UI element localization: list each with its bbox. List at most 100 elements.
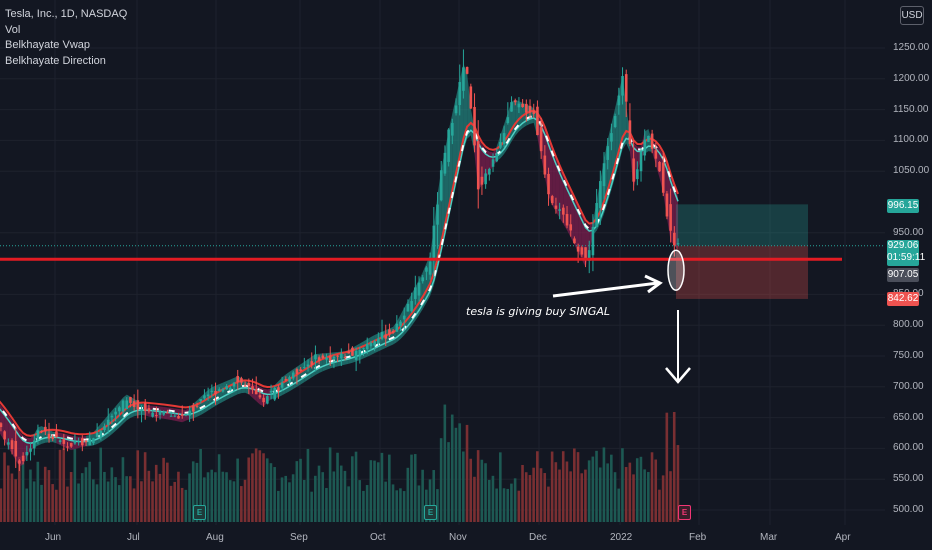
volume-bar bbox=[547, 486, 550, 522]
volume-bar bbox=[114, 477, 117, 522]
candle-body bbox=[365, 343, 369, 350]
candle-body bbox=[465, 66, 469, 74]
volume-bar bbox=[376, 462, 380, 522]
candle-body bbox=[269, 390, 273, 393]
volume-bar bbox=[347, 486, 350, 522]
volume-bar bbox=[676, 445, 680, 522]
x-tick-label: Nov bbox=[449, 532, 467, 543]
band-segment bbox=[211, 385, 216, 409]
volume-bar bbox=[110, 467, 114, 522]
candle-body bbox=[288, 377, 291, 382]
y-tick-label: 1150.00 bbox=[893, 103, 929, 115]
candle-body bbox=[636, 169, 639, 180]
volume-bar bbox=[29, 469, 32, 522]
volume-bar bbox=[591, 456, 595, 522]
candle-body bbox=[44, 426, 47, 432]
candle-body bbox=[236, 375, 240, 383]
candle-body bbox=[225, 386, 228, 390]
volume-bar bbox=[380, 452, 384, 522]
bar-countdown: 01:59:11 bbox=[887, 252, 926, 263]
earnings-marker-jul[interactable]: E bbox=[193, 505, 206, 520]
y-tick-label: 550.00 bbox=[893, 473, 924, 485]
volume-bar bbox=[43, 466, 47, 522]
volume-bar bbox=[228, 480, 232, 522]
volume-bar bbox=[454, 427, 458, 522]
candle-body bbox=[29, 448, 32, 452]
volume-bar bbox=[214, 472, 217, 522]
candle-body bbox=[240, 378, 243, 383]
legend-direction[interactable]: Belkhayate Direction bbox=[5, 54, 106, 67]
volume-bar bbox=[132, 488, 136, 522]
volume-bar bbox=[258, 450, 262, 522]
currency-button[interactable]: USD bbox=[900, 6, 924, 25]
volume-bar bbox=[669, 471, 672, 522]
candle-body bbox=[273, 387, 277, 400]
candle-body bbox=[584, 247, 587, 261]
down-arrowhead bbox=[665, 367, 691, 384]
volume-bar bbox=[88, 461, 91, 522]
candle-body bbox=[395, 323, 399, 332]
volume-bar bbox=[291, 474, 295, 522]
volume-bar bbox=[3, 452, 6, 522]
volume-bar bbox=[647, 472, 650, 522]
earnings-marker-jan[interactable]: E bbox=[678, 505, 691, 520]
x-tick-label: Aug bbox=[206, 532, 224, 543]
candle-body bbox=[221, 389, 225, 392]
volume-bar bbox=[95, 484, 99, 522]
candle-body bbox=[399, 321, 402, 327]
volume-bar bbox=[495, 488, 498, 522]
x-tick-label: Jul bbox=[127, 532, 140, 543]
x-tick-label: Mar bbox=[760, 532, 778, 543]
legend-symbol[interactable]: Tesla, Inc., 1D, NASDAQ bbox=[5, 8, 128, 20]
volume-bar bbox=[487, 479, 491, 522]
candle-body bbox=[247, 382, 251, 387]
volume-bar bbox=[203, 477, 206, 522]
volume-bar bbox=[643, 469, 646, 522]
volume-bar bbox=[84, 467, 88, 522]
candle-body bbox=[488, 168, 491, 175]
volume-bar bbox=[384, 481, 387, 522]
legend-vol[interactable]: Vol bbox=[5, 23, 21, 36]
volume-bar bbox=[143, 452, 147, 522]
volume-bar bbox=[602, 447, 606, 522]
band-segment bbox=[163, 406, 168, 420]
direction-line bbox=[0, 109, 679, 437]
volume-bar bbox=[206, 472, 210, 522]
candle-body bbox=[0, 423, 3, 428]
candle-body bbox=[454, 105, 458, 114]
candle-body bbox=[173, 415, 177, 417]
volume-bar bbox=[517, 490, 521, 522]
candle-body bbox=[140, 410, 143, 412]
target-price-tag: 996.15 bbox=[887, 199, 919, 213]
volume-bar bbox=[491, 475, 495, 522]
candle-body bbox=[506, 117, 510, 123]
candle-body bbox=[166, 412, 169, 414]
y-tick-label: 800.00 bbox=[893, 319, 924, 331]
volume-bar bbox=[40, 484, 43, 522]
candle-body bbox=[206, 394, 210, 397]
candle-body bbox=[532, 110, 536, 114]
volume-bar bbox=[269, 463, 273, 522]
candle-body bbox=[373, 341, 376, 346]
volume-bar bbox=[199, 449, 202, 522]
candle-body bbox=[654, 150, 658, 159]
candle-body bbox=[121, 400, 125, 412]
legend-vwap[interactable]: Belkhayate Vwap bbox=[5, 39, 90, 51]
volume-bar bbox=[166, 462, 169, 522]
volume-bar bbox=[32, 481, 36, 522]
volume-bar bbox=[103, 471, 106, 522]
candle-body bbox=[484, 173, 487, 185]
candle-body bbox=[351, 347, 354, 356]
band-segment bbox=[219, 382, 223, 404]
volume-bar bbox=[469, 458, 473, 522]
volume-bar bbox=[299, 458, 302, 522]
candle-body bbox=[328, 355, 332, 361]
candle-body bbox=[502, 133, 506, 145]
volume-bars bbox=[0, 404, 680, 522]
candle-body bbox=[199, 399, 203, 401]
x-tick-label: Dec bbox=[529, 532, 547, 543]
band-segment bbox=[45, 427, 50, 443]
volume-bar bbox=[506, 488, 510, 522]
earnings-marker-oct[interactable]: E bbox=[424, 505, 437, 520]
